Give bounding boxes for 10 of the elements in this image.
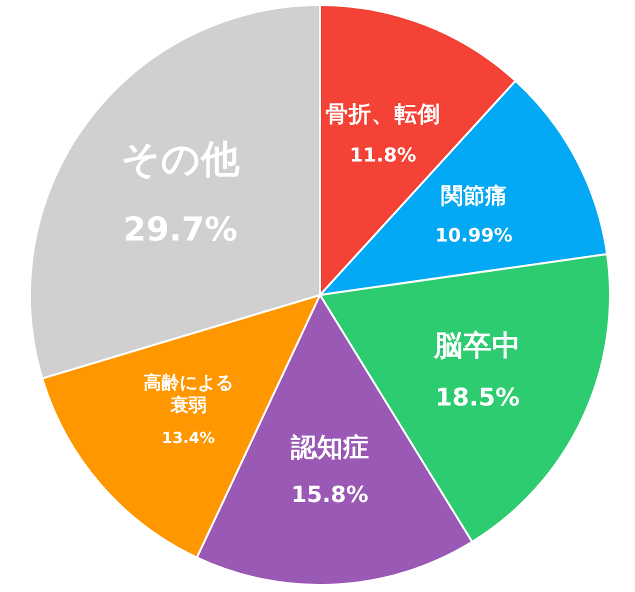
slice-label: 関節痛: [440, 184, 507, 209]
data-label: 11.8%: [350, 144, 416, 167]
slice-label: 脳卒中: [433, 328, 522, 362]
data-label: 18.5%: [435, 382, 520, 412]
slice-label: 認知症: [290, 432, 369, 463]
data-label: 10.99%: [435, 226, 513, 246]
slice-label: 骨折、転倒: [325, 102, 440, 128]
data-label: 15.8%: [291, 482, 368, 508]
slice-label: 高齢による衰弱: [143, 372, 234, 416]
data-label: 13.4%: [162, 428, 215, 447]
